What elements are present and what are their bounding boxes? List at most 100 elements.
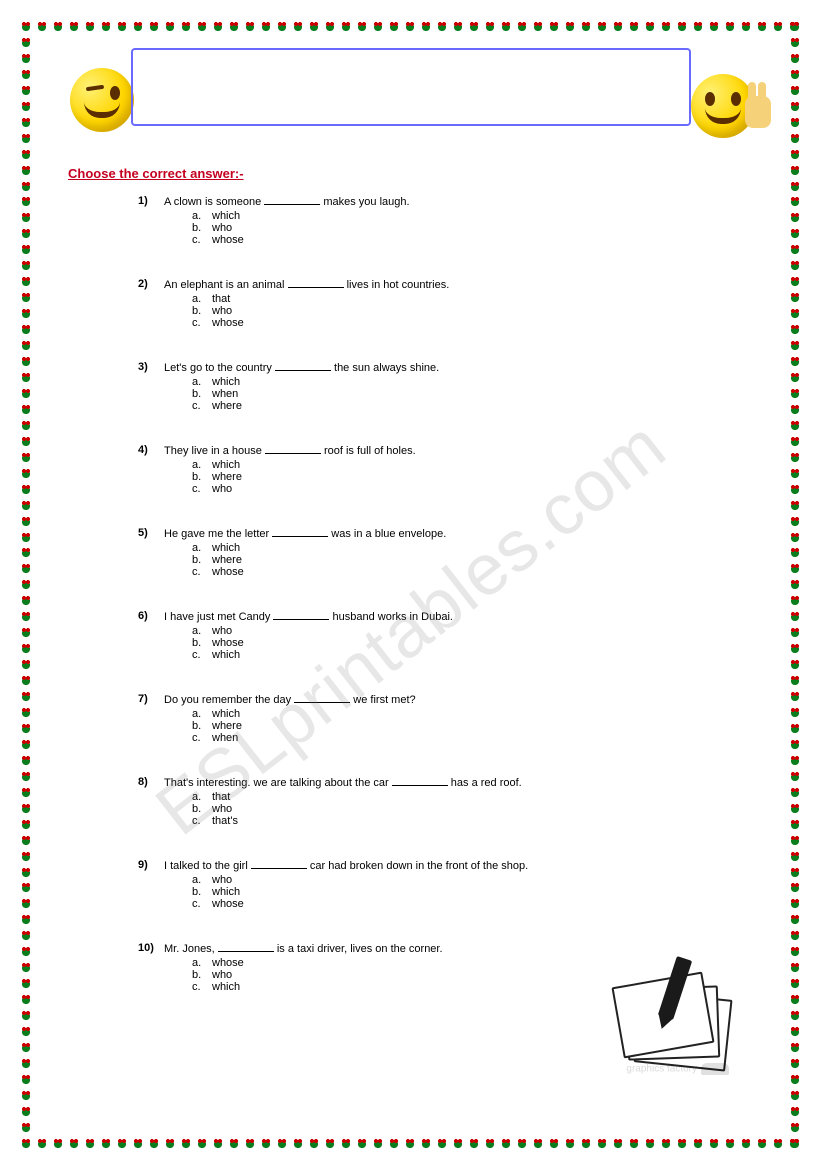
question-text: I have just met Candy husband works in D… (164, 610, 453, 623)
title-box: Relative pronouns (131, 48, 691, 126)
answer-option[interactable]: c.whose (192, 566, 739, 578)
answer-option[interactable]: c.where (192, 400, 739, 412)
option-list: a.whob.whosec.which (192, 625, 739, 661)
option-text: whose (212, 566, 244, 578)
question-list: 1)A clown is someone makes you laugh.a.w… (138, 195, 739, 993)
option-letter: c. (192, 317, 212, 329)
content-area: Relative pronouns Choose the correct ans… (42, 42, 779, 1127)
page: Relative pronouns Choose the correct ans… (18, 18, 803, 1151)
answer-option[interactable]: c.when (192, 732, 739, 744)
answer-blank[interactable] (275, 361, 331, 371)
answer-option[interactable]: a.which (192, 376, 739, 388)
answer-option[interactable]: a.which (192, 210, 739, 222)
option-letter: b. (192, 222, 212, 234)
option-list: a.whichb.wherec.whose (192, 542, 739, 578)
option-text: where (212, 471, 242, 483)
option-letter: c. (192, 732, 212, 744)
option-list: a.whichb.wherec.when (192, 708, 739, 744)
answer-option[interactable]: c.that's (192, 815, 739, 827)
option-text: which (212, 886, 240, 898)
answer-blank[interactable] (265, 444, 321, 454)
answer-option[interactable]: b.who (192, 305, 739, 317)
option-list: a.thatb.whoc.whose (192, 293, 739, 329)
option-letter: c. (192, 815, 212, 827)
question-text: I talked to the girl car had broken down… (164, 859, 528, 872)
option-letter: b. (192, 803, 212, 815)
answer-option[interactable]: b.who (192, 222, 739, 234)
answer-blank[interactable] (251, 859, 307, 869)
option-letter: b. (192, 388, 212, 400)
option-letter: a. (192, 625, 212, 637)
option-letter: c. (192, 898, 212, 910)
answer-option[interactable]: a.who (192, 625, 739, 637)
option-list: a.thatb.whoc.that's (192, 791, 739, 827)
question-text: They live in a house roof is full of hol… (164, 444, 416, 457)
option-text: who (212, 969, 232, 981)
option-text: that's (212, 815, 238, 827)
option-text: whose (212, 317, 244, 329)
answer-option[interactable]: c.whose (192, 317, 739, 329)
answer-option[interactable]: a.which (192, 459, 739, 471)
answer-option[interactable]: c.whose (192, 898, 739, 910)
question-number: 9) (138, 859, 164, 872)
answer-option[interactable]: c.who (192, 483, 739, 495)
answer-blank[interactable] (294, 693, 350, 703)
question-item: 5)He gave me the letter was in a blue en… (138, 527, 739, 578)
option-letter: b. (192, 886, 212, 898)
option-text: who (212, 305, 232, 317)
question-item: 8)That's interesting. we are talking abo… (138, 776, 739, 827)
option-text: which (212, 210, 240, 222)
option-letter: b. (192, 554, 212, 566)
option-letter: c. (192, 483, 212, 495)
instructions-heading: Choose the correct answer:- (68, 166, 779, 181)
answer-option[interactable]: a.who (192, 874, 739, 886)
answer-blank[interactable] (392, 776, 448, 786)
answer-option[interactable]: b.who (192, 803, 739, 815)
option-letter: a. (192, 459, 212, 471)
peace-hand-icon (745, 96, 771, 128)
option-list: a.whichb.whenc.where (192, 376, 739, 412)
option-letter: c. (192, 566, 212, 578)
answer-option[interactable]: c.whose (192, 234, 739, 246)
answer-blank[interactable] (264, 195, 320, 205)
option-text: where (212, 554, 242, 566)
option-list: a.whichb.whoc.whose (192, 210, 739, 246)
answer-option[interactable]: a.which (192, 708, 739, 720)
question-number: 10) (138, 942, 164, 955)
answer-blank[interactable] (288, 278, 344, 288)
option-text: when (212, 388, 238, 400)
option-letter: a. (192, 791, 212, 803)
question-item: 6)I have just met Candy husband works in… (138, 610, 739, 661)
option-letter: c. (192, 400, 212, 412)
answer-option[interactable]: c.which (192, 649, 739, 661)
border-bottom (18, 1135, 803, 1151)
answer-blank[interactable] (273, 610, 329, 620)
option-text: who (212, 803, 232, 815)
option-text: whose (212, 898, 244, 910)
option-text: that (212, 293, 230, 305)
answer-option[interactable]: b.where (192, 720, 739, 732)
question-text: A clown is someone makes you laugh. (164, 195, 410, 208)
answer-blank[interactable] (272, 527, 328, 537)
option-text: whose (212, 957, 244, 969)
option-text: which (212, 376, 240, 388)
wink-smiley-icon (70, 68, 134, 132)
answer-option[interactable]: b.where (192, 471, 739, 483)
question-number: 1) (138, 195, 164, 208)
option-letter: a. (192, 376, 212, 388)
answer-option[interactable]: b.where (192, 554, 739, 566)
question-item: 4)They live in a house roof is full of h… (138, 444, 739, 495)
question-text: He gave me the letter was in a blue enve… (164, 527, 446, 540)
option-text: whose (212, 234, 244, 246)
answer-blank[interactable] (218, 942, 274, 952)
page-title: Relative pronouns (133, 50, 689, 124)
answer-option[interactable]: a.that (192, 293, 739, 305)
question-number: 3) (138, 361, 164, 374)
answer-option[interactable]: b.when (192, 388, 739, 400)
answer-option[interactable]: b.whose (192, 637, 739, 649)
question-text: Let's go to the country the sun always s… (164, 361, 439, 374)
answer-option[interactable]: a.which (192, 542, 739, 554)
option-letter: a. (192, 542, 212, 554)
answer-option[interactable]: b.which (192, 886, 739, 898)
answer-option[interactable]: a.that (192, 791, 739, 803)
